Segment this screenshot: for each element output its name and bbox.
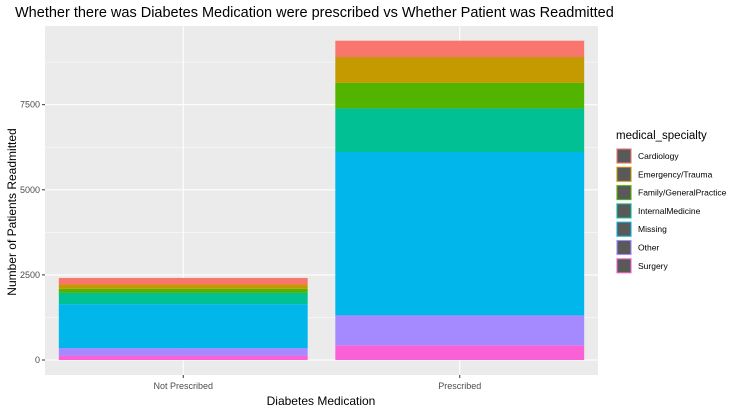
legend-key-surgery [616,258,632,274]
x-tick-label: Not Prescribed [153,381,213,391]
legend: medical_specialty Cardiology Emergency/Tr… [616,130,727,274]
bar-segment-surgery [58,355,308,360]
bar-segment-family-generalpractice [335,82,585,109]
bar-segment-other [58,348,308,356]
y-axis-ticks: 0 2500 5000 7500 [20,100,45,365]
bar-segment-emergency-trauma [58,284,308,289]
bar-segment-other [335,315,585,346]
bar-segment-cardiology [58,277,308,285]
legend-label-cardiology: Cardiology [638,151,679,161]
legend-label-emergency-trauma: Emergency/Trauma [638,169,713,179]
legend-key-missing [616,221,632,237]
legend-key-emergency-trauma [616,166,632,182]
y-tick-label: 5000 [20,185,40,195]
y-tick-label: 7500 [20,100,40,110]
legend-key-family-generalpractice [616,185,632,201]
x-tick-label: Prescribed [438,381,481,391]
legend-label-internalmedicine: InternalMedicine [638,206,701,216]
legend-label-missing: Missing [638,224,667,234]
y-axis-title: Number of Patients Readmitted [5,128,19,295]
y-tick-label: 0 [35,355,40,365]
legend-key-other [616,240,632,255]
legend-label-family-generalpractice: Family/GeneralPractice [638,188,727,198]
bar-segment-internalmedicine [58,292,308,305]
bar-segment-missing [58,304,308,349]
y-tick-label: 2500 [20,270,40,280]
chart-title: Whether there was Diabetes Medication we… [15,5,614,21]
bar-segment-internalmedicine [335,108,585,152]
legend-key-internalmedicine [616,203,632,219]
x-axis-title: Diabetes Medication [267,394,376,408]
bar-segment-emergency-trauma [335,57,585,83]
bar-segment-missing [335,152,585,316]
bar-segment-cardiology [335,40,585,58]
legend-title: medical_specialty [616,130,707,142]
legend-label-other: Other [638,243,659,253]
bar-segment-surgery [335,345,585,360]
x-axis-ticks: Not Prescribed Prescribed [153,375,481,391]
bars [58,40,585,360]
legend-label-surgery: Surgery [638,261,669,271]
legend-key-cardiology [616,148,632,164]
bar-segment-family-generalpractice [58,288,308,293]
